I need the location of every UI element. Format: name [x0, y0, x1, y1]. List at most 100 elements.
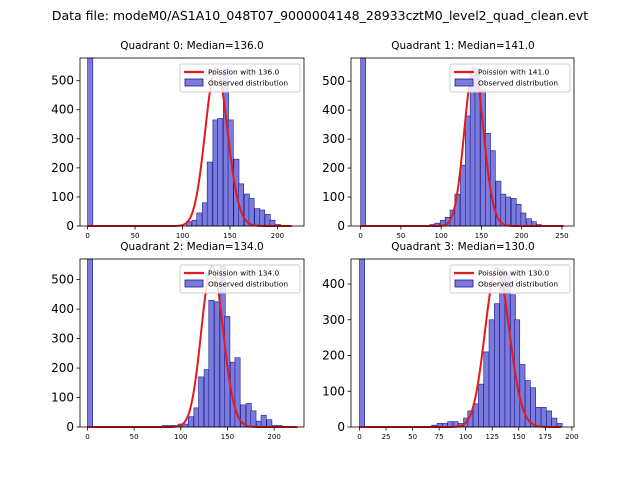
- x-tick-label: 75: [435, 433, 444, 441]
- x-tick-label: 250: [555, 232, 568, 240]
- histogram-bar: [530, 387, 536, 428]
- histogram-bar: [217, 118, 224, 227]
- histogram-bar: [254, 208, 261, 227]
- panel-quadrant-3: Quadrant 3: Median=130.0 0 25 50 75 100 125 15…: [322, 241, 578, 441]
- x-tick-label: 100: [459, 433, 472, 441]
- histogram-bar: [520, 212, 527, 227]
- histogram-bar: [87, 57, 94, 227]
- y-tick-label: 300: [51, 332, 74, 346]
- legend-fit-label: Poission with 136.0: [208, 68, 280, 77]
- y-tick-label: 300: [322, 313, 345, 327]
- histogram-bar: [504, 272, 511, 428]
- y-tick-label: 200: [322, 349, 345, 363]
- histogram-bar: [546, 410, 552, 428]
- panel-title: Quadrant 0: Median=136.0: [120, 40, 263, 52]
- x-tick-label: 0: [358, 232, 362, 240]
- legend-fit-label: Poission with 134.0: [208, 269, 280, 278]
- y-tick-label: 200: [51, 361, 74, 375]
- y-tick-label: 0: [66, 219, 74, 233]
- histogram-bar: [488, 319, 495, 428]
- y-tick-label: 400: [322, 277, 345, 291]
- x-tick-label: 0: [357, 433, 361, 441]
- x-tick-label: 100: [176, 232, 189, 240]
- legend: Poission with 130.0 Observed distributio…: [449, 264, 571, 294]
- axes-frame: [350, 57, 575, 227]
- axes-frame: [79, 258, 305, 428]
- y-tick-label: 500: [51, 273, 74, 287]
- y-tick-label: 400: [51, 103, 74, 117]
- x-tick-label: 150: [221, 433, 234, 441]
- y-tick-label: 400: [322, 103, 345, 117]
- x-tick-label: 50: [408, 433, 417, 441]
- histogram-bar: [214, 301, 220, 428]
- y-tick-label: 0: [337, 420, 345, 434]
- x-tick-label: 0: [85, 433, 89, 441]
- x-tick-label: 200: [267, 433, 280, 441]
- y-tick-label: 400: [51, 302, 74, 316]
- histogram-bar: [212, 119, 219, 227]
- histogram-bar: [500, 193, 507, 227]
- histogram-bar: [187, 416, 194, 428]
- histogram-bar: [196, 212, 203, 227]
- histogram-bar: [264, 214, 271, 227]
- x-tick-label: 200: [515, 232, 528, 240]
- y-tick-label: 300: [51, 132, 74, 146]
- y-tick-label: 100: [322, 384, 345, 398]
- histogram-bar: [469, 75, 476, 227]
- histogram-bar: [465, 115, 471, 227]
- legend: Poission with 134.0 Observed distributio…: [179, 264, 301, 294]
- x-tick-label: 200: [271, 232, 284, 240]
- legend-frame: [179, 264, 301, 294]
- histogram-bar: [483, 351, 490, 428]
- panel-title: Quadrant 3: Median=130.0: [391, 241, 534, 253]
- y-tick-label: 500: [51, 74, 74, 88]
- legend-frame: [179, 63, 301, 93]
- histogram-bar: [208, 299, 215, 428]
- legend-frame: [449, 264, 571, 294]
- y-tick-label: 200: [51, 161, 74, 175]
- panel-title: Quadrant 1: Median=141.0: [391, 40, 534, 52]
- histogram-bar: [515, 203, 522, 227]
- histogram-bar: [360, 57, 367, 227]
- x-tick-label: 25: [382, 433, 391, 441]
- histogram-bar: [202, 202, 208, 227]
- histogram-bar: [259, 209, 265, 227]
- y-tick-label: 0: [66, 420, 74, 434]
- histogram-bar: [223, 68, 229, 227]
- histogram-bar: [494, 303, 500, 428]
- panel-quadrant-0: Quadrant 0: Median=136.0 0 50 100 150 200 0 10…: [51, 40, 305, 240]
- histogram-bar: [478, 383, 484, 428]
- axes-frame: [350, 258, 575, 428]
- y-tick-label: 100: [322, 190, 345, 204]
- x-tick-label: 50: [130, 433, 139, 441]
- x-tick-label: 50: [131, 232, 140, 240]
- x-tick-label: 50: [396, 232, 405, 240]
- x-tick-label: 200: [565, 433, 578, 441]
- histogram-bar: [460, 164, 466, 227]
- legend-fit-label: Poission with 130.0: [478, 269, 550, 278]
- x-tick-label: 100: [174, 433, 187, 441]
- histogram-bar: [510, 198, 517, 227]
- histogram-bar: [540, 407, 547, 428]
- histogram-bar: [535, 407, 542, 428]
- x-tick-label: 100: [434, 232, 447, 240]
- x-tick-label: 150: [512, 433, 525, 441]
- legend-bar-label: Observed distribution: [478, 280, 558, 289]
- legend-bar-label: Observed distribution: [208, 79, 288, 88]
- histogram-bar: [359, 258, 365, 428]
- legend-bar-swatch: [454, 78, 474, 87]
- legend-frame: [449, 63, 571, 93]
- histogram-bar: [526, 218, 532, 227]
- y-tick-label: 500: [322, 74, 345, 88]
- y-tick-label: 100: [51, 190, 74, 204]
- y-tick-label: 0: [337, 219, 345, 233]
- panel-quadrant-1: Quadrant 1: Median=141.0 0 50 100 150 200 250…: [322, 40, 575, 240]
- y-tick-label: 100: [51, 391, 74, 405]
- histogram-bar: [191, 219, 198, 227]
- x-tick-label: 150: [223, 232, 236, 240]
- histogram-bar: [505, 196, 511, 227]
- x-tick-label: 125: [486, 433, 499, 441]
- histogram-bar: [198, 376, 205, 428]
- legend-bar-swatch: [184, 279, 204, 288]
- axes-frame: [79, 57, 305, 227]
